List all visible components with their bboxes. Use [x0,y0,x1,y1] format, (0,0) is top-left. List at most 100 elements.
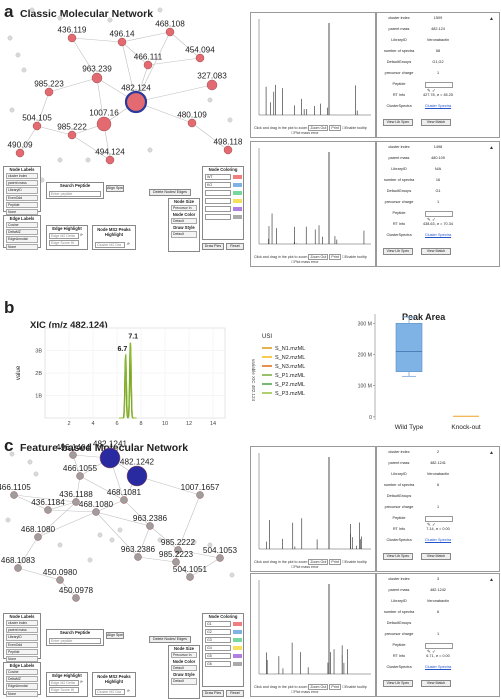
network-node[interactable] [196,491,204,499]
view-match-button[interactable]: View Match [421,248,451,255]
tooltip-checkbox[interactable]: ☐Enable tooltip [341,560,367,564]
network-node[interactable] [9,107,15,113]
network-edge[interactable] [169,31,201,59]
edge-label-option[interactable]: EdgeAnnotat [6,683,38,690]
network-node[interactable] [99,447,121,469]
color-swatch[interactable] [233,662,242,666]
edge-label-option[interactable]: DeltaMZ [6,676,38,683]
mass-error-checkbox[interactable]: ☐Plot mass error [291,690,319,694]
spectrum-plot[interactable] [251,447,375,559]
node-size-select[interactable]: Precursor In [171,652,197,659]
refresh-icon[interactable]: ⟳ [127,689,131,693]
network-node[interactable] [96,116,112,132]
network-edge[interactable] [13,494,77,503]
tooltip-checkbox[interactable]: ☐Enable tooltip [341,255,367,259]
node-label-option[interactable]: Peptide [6,648,38,656]
collapse-icon[interactable]: ▲ [489,145,494,151]
network-node[interactable] [56,576,64,584]
color-swatch[interactable] [233,183,242,187]
cluster-spectra-link[interactable]: Cluster Spectra [424,233,452,237]
delete-nodes-edges-button[interactable]: Delete Nodes/ Edges [149,189,191,196]
network-node[interactable] [195,53,205,63]
node-label-option[interactable]: None [6,656,38,663]
network-node[interactable] [32,121,42,131]
network-edge[interactable] [37,511,97,538]
node-color-select[interactable]: Default [171,665,197,672]
network-node[interactable] [143,60,153,70]
network-node[interactable] [207,542,213,548]
color-swatch[interactable] [233,175,242,179]
network-node[interactable] [27,459,33,465]
network-edge[interactable] [135,31,171,103]
delete-nodes-edges-button[interactable]: Delete Nodes/ Edges [149,636,191,643]
color-swatch[interactable] [233,638,242,642]
network-node[interactable] [227,117,233,123]
group-name-input[interactable] [205,214,231,220]
network-edge[interactable] [36,125,73,136]
zoom-out-button[interactable]: Zoom Out [308,684,329,690]
network-node[interactable] [229,572,235,578]
network-edge[interactable] [191,122,229,151]
edge-highlight-input[interactable]: Edge Score Hi [49,240,79,246]
network-edge[interactable] [47,509,97,513]
mass-error-checkbox[interactable]: ☐Plot mass error [291,565,319,569]
node-label-option[interactable]: cluster index [6,620,38,627]
refresh-icon[interactable]: ⟳ [80,233,84,237]
network-edge[interactable] [123,499,151,527]
network-node[interactable] [21,67,27,73]
network-edge[interactable] [75,475,81,503]
network-node[interactable] [223,145,233,155]
spectrum-plot[interactable] [251,142,375,254]
network-node[interactable] [67,33,77,43]
view-match-button[interactable]: View Match [421,553,451,560]
zoom-out-button[interactable]: Zoom Out [308,254,329,260]
network-edge[interactable] [189,557,221,578]
network-node[interactable] [5,517,11,523]
spectrum-plot[interactable] [251,13,375,125]
network-node[interactable] [216,554,224,562]
view-lib-spec-button[interactable]: View Lib Spec [383,680,413,687]
network-node[interactable] [9,451,15,457]
network-edge[interactable] [48,77,98,93]
network-edge[interactable] [71,134,111,161]
network-node[interactable] [10,491,18,499]
network-edge[interactable] [121,41,149,66]
group-name-input[interactable]: KO [205,182,231,188]
network-node[interactable] [124,90,148,114]
network-edge[interactable] [13,494,49,511]
print-button[interactable]: Print [329,125,341,131]
network-node[interactable] [34,533,42,541]
refresh-icon[interactable]: ⟳ [80,680,84,684]
edge-label-option[interactable]: Cosine [6,669,38,676]
network-edge[interactable] [17,536,39,569]
cluster-spectra-link[interactable]: Cluster Spectra [424,665,452,669]
network-edge[interactable] [36,91,50,127]
network-node[interactable] [107,17,113,23]
edge-highlight-input[interactable]: Edge Score Hi [49,687,79,693]
network-edge[interactable] [37,501,77,538]
network-node[interactable] [91,72,103,84]
network-edge[interactable] [47,501,77,511]
group-name-input[interactable]: G1 [205,621,231,627]
network-edge[interactable] [137,525,151,558]
network-edge[interactable] [147,57,201,66]
node-label-option[interactable]: cluster index [6,173,38,180]
network-edge[interactable] [95,499,125,513]
network-node[interactable] [105,155,115,165]
network-node[interactable] [15,52,21,58]
cluster-spectra-link[interactable]: Cluster Spectra [424,104,452,108]
group-name-input[interactable]: G3 [205,637,231,643]
network-node[interactable] [172,558,180,566]
node-label-option[interactable]: EvenOdd [6,194,38,201]
network-graph-c[interactable]: 496.1404 482.1241482.1242466.10551007.165… [0,0,250,620]
node-label-option[interactable]: None [6,209,38,216]
peptide-input[interactable] [425,516,453,522]
edge-label-option[interactable]: None [6,243,38,250]
collapse-icon[interactable]: ▲ [489,16,494,22]
group-name-input[interactable]: G6 [205,661,231,667]
node-label-option[interactable]: LibraryID [6,634,38,641]
align-spec-button[interactable]: Align Spec [106,632,124,639]
edit-icon[interactable]: ✎ ✓ [427,522,436,527]
edit-icon[interactable]: ✎ ✓ [427,217,436,222]
color-swatch[interactable] [233,199,242,203]
